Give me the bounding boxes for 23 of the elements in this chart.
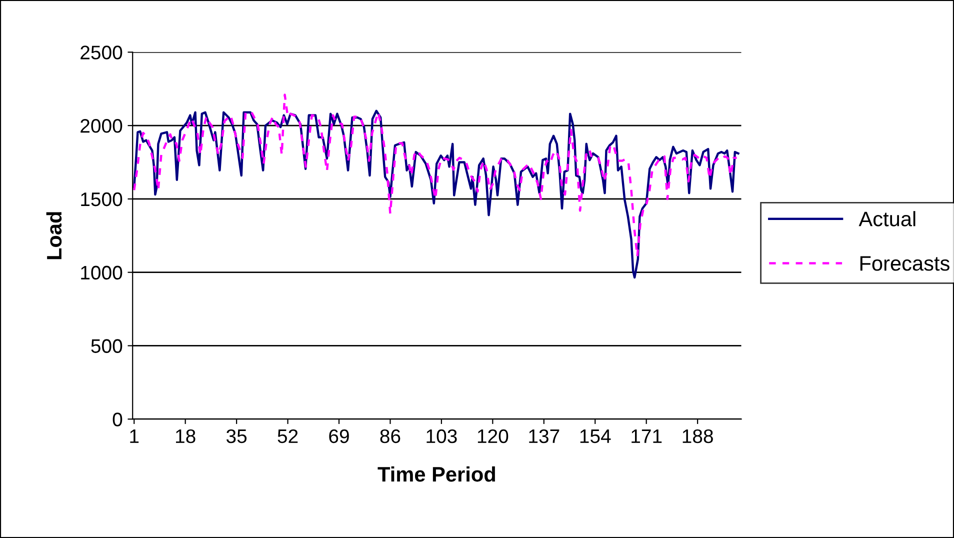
x-tick-label: 188: [682, 429, 713, 444]
x-tick-label: 154: [580, 430, 611, 444]
y-tick-label: 1000: [81, 266, 122, 280]
y-tick-label: 1500: [81, 192, 122, 206]
x-axis-title: Time Period: [378, 466, 495, 482]
legend-label: Forecasts: [860, 256, 950, 271]
x-tick-label: 137: [529, 429, 560, 444]
y-axis-title: Load: [46, 212, 62, 260]
x-tick-label: 52: [278, 429, 298, 444]
x-tick-label: 35: [226, 429, 247, 444]
x-tick-label: 18: [176, 429, 196, 444]
y-tick-label: 2500: [80, 46, 122, 60]
y-tick-label: 0: [112, 412, 122, 426]
x-tick-label: 103: [426, 429, 457, 444]
y-tick-label: 500: [91, 339, 122, 353]
line-series: [133, 94, 738, 258]
y-tick-label: 2000: [80, 119, 122, 133]
x-tick-label: 86: [380, 429, 400, 444]
x-tick-label: 120: [478, 429, 508, 444]
x-tick-label: 69: [329, 429, 349, 444]
legend-label: Actual: [858, 211, 916, 226]
x-tick-label: 171: [632, 430, 662, 443]
x-tick-label: 1: [130, 430, 139, 443]
